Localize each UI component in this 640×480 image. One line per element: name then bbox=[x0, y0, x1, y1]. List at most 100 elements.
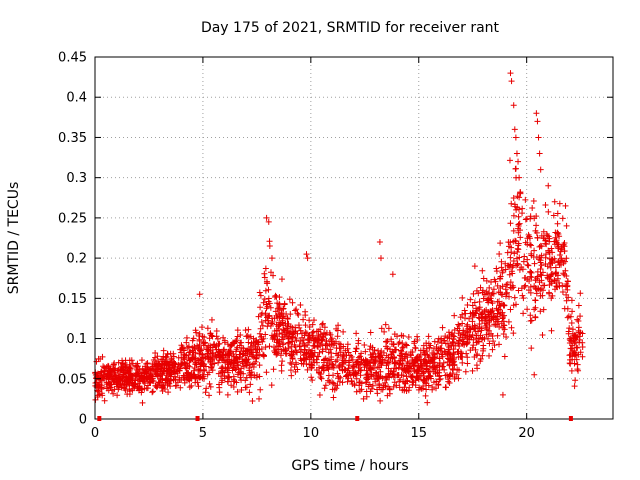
data-point bbox=[497, 240, 504, 247]
data-point bbox=[216, 381, 223, 388]
data-point bbox=[562, 267, 569, 274]
data-point bbox=[314, 336, 321, 343]
data-point bbox=[552, 286, 559, 293]
data-point bbox=[485, 327, 492, 334]
data-point bbox=[571, 383, 578, 390]
data-point bbox=[549, 292, 556, 299]
data-point bbox=[388, 336, 395, 343]
data-point bbox=[133, 365, 140, 372]
data-point bbox=[320, 334, 327, 341]
data-point bbox=[507, 284, 514, 291]
data-point bbox=[353, 370, 360, 377]
data-point bbox=[374, 363, 381, 370]
data-point bbox=[246, 364, 253, 371]
data-point bbox=[275, 323, 282, 330]
data-point bbox=[181, 379, 188, 386]
data-point bbox=[184, 344, 191, 351]
data-point bbox=[101, 375, 108, 382]
data-point bbox=[419, 385, 426, 392]
data-point bbox=[507, 306, 514, 313]
data-point bbox=[292, 359, 299, 366]
data-point bbox=[574, 333, 581, 340]
data-point bbox=[205, 356, 212, 363]
data-point bbox=[183, 339, 190, 346]
data-point bbox=[503, 289, 510, 296]
data-point bbox=[427, 373, 434, 380]
data-point bbox=[297, 338, 304, 345]
data-point bbox=[451, 355, 458, 362]
data-point bbox=[522, 216, 529, 223]
data-point bbox=[278, 367, 285, 374]
data-point bbox=[344, 341, 351, 348]
data-point bbox=[306, 356, 313, 363]
data-point bbox=[400, 333, 407, 340]
data-point bbox=[579, 343, 586, 350]
data-point bbox=[513, 150, 520, 157]
data-point bbox=[493, 268, 500, 275]
data-point bbox=[563, 291, 570, 298]
data-point bbox=[415, 363, 422, 370]
data-point bbox=[411, 338, 418, 345]
data-point bbox=[433, 343, 440, 350]
data-point bbox=[478, 311, 485, 318]
data-point bbox=[330, 342, 337, 349]
data-point bbox=[123, 374, 130, 381]
data-point bbox=[268, 269, 274, 276]
data-point bbox=[430, 379, 437, 386]
data-point bbox=[510, 302, 517, 309]
data-point bbox=[498, 291, 505, 298]
data-point bbox=[566, 335, 573, 342]
data-point bbox=[154, 366, 161, 373]
data-point bbox=[436, 376, 443, 383]
data-point bbox=[521, 253, 528, 260]
data-point bbox=[120, 366, 127, 373]
data-point bbox=[511, 250, 518, 257]
data-point bbox=[297, 302, 304, 309]
data-point bbox=[481, 291, 488, 298]
data-point bbox=[326, 357, 333, 364]
data-point bbox=[491, 276, 498, 283]
data-point bbox=[378, 386, 385, 393]
data-point bbox=[451, 326, 458, 333]
data-point bbox=[393, 365, 400, 372]
data-point bbox=[243, 374, 250, 381]
data-point bbox=[464, 340, 471, 347]
data-point bbox=[154, 353, 161, 360]
data-point bbox=[249, 398, 256, 405]
data-point bbox=[195, 383, 202, 390]
data-point bbox=[107, 384, 114, 391]
data-point bbox=[326, 364, 333, 371]
data-point bbox=[471, 299, 478, 306]
data-point bbox=[340, 328, 347, 335]
data-point bbox=[330, 362, 337, 369]
data-point bbox=[387, 370, 394, 377]
data-point bbox=[464, 339, 471, 346]
data-point bbox=[500, 324, 507, 331]
data-point bbox=[507, 254, 514, 261]
data-point bbox=[382, 357, 389, 364]
data-point bbox=[537, 265, 544, 272]
data-point bbox=[207, 359, 214, 366]
data-point bbox=[126, 361, 133, 368]
data-point bbox=[577, 313, 584, 320]
data-point bbox=[233, 337, 240, 344]
data-point bbox=[185, 343, 192, 350]
data-point bbox=[360, 395, 367, 402]
data-point bbox=[527, 317, 534, 324]
data-point bbox=[335, 352, 342, 359]
y-tick-label: 0 bbox=[79, 413, 87, 428]
data-point bbox=[280, 346, 287, 353]
data-point bbox=[183, 334, 190, 341]
data-point bbox=[556, 251, 563, 258]
data-point bbox=[204, 325, 211, 332]
data-point bbox=[479, 352, 486, 359]
data-point bbox=[210, 341, 217, 348]
data-point bbox=[203, 385, 210, 392]
data-point bbox=[152, 349, 159, 356]
data-point bbox=[455, 340, 462, 347]
data-point bbox=[449, 365, 456, 372]
data-point bbox=[537, 292, 544, 299]
axis-ticks bbox=[94, 56, 613, 420]
data-point bbox=[103, 385, 110, 392]
data-point bbox=[175, 354, 182, 361]
